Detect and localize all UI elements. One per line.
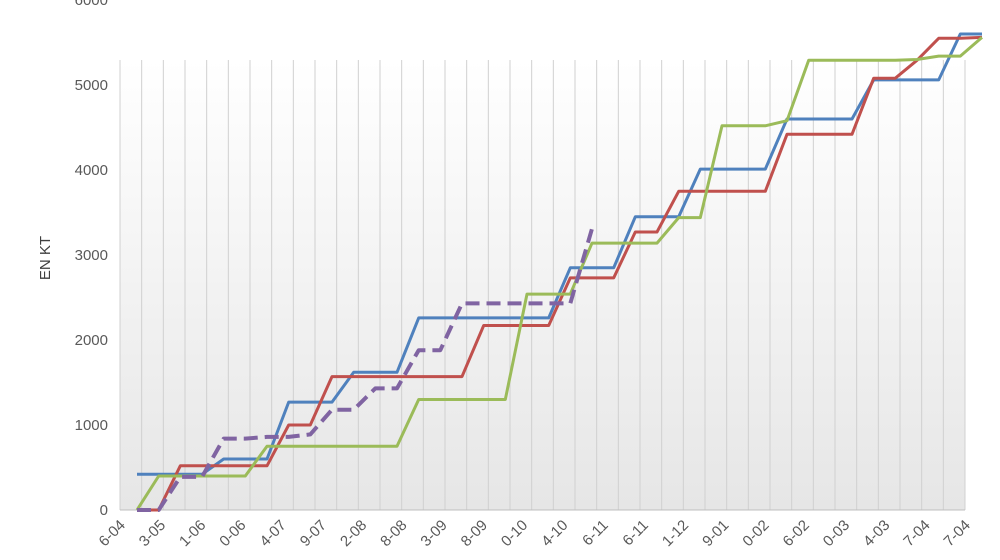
- x-tick-label: 6-11: [579, 517, 611, 549]
- y-axis: 0 1000 2000 3000 4000 5000 6000: [75, 0, 108, 519]
- x-tick-label: 3-09: [417, 517, 450, 550]
- x-tick-label: 8-09: [458, 517, 491, 550]
- x-tick-label: 0-10: [498, 517, 531, 550]
- x-tick-label: 8-08: [377, 517, 410, 550]
- x-tick-label: 0-06: [216, 517, 249, 550]
- y-tick-label: 0: [100, 502, 108, 519]
- series-line-4: [137, 228, 594, 512]
- series-line-3: [135, 36, 983, 511]
- x-tick-label: 1-06: [176, 517, 209, 550]
- x-tick-label: 4-10: [538, 517, 571, 550]
- y-axis-title: EN KT: [37, 236, 54, 280]
- x-tick-label: 6-11: [619, 517, 651, 549]
- plot-background: [120, 60, 965, 510]
- x-tick-label: 4-03: [860, 517, 893, 550]
- x-tick-label: 2-08: [337, 517, 370, 550]
- x-tick-label: 6-04: [96, 517, 129, 550]
- x-tick-label: 9-07: [297, 517, 330, 550]
- x-tick-label: 6-02: [780, 517, 813, 550]
- x-tick-label: 9-01: [699, 517, 732, 550]
- x-tick-label: 0-03: [820, 517, 853, 550]
- y-tick-label: 2000: [75, 332, 108, 349]
- x-axis: 6-04 3-05 1-06 0-06 4-07 9-07 2-08 8-08 3-09 8-09…: [96, 509, 974, 550]
- y-tick-label: 1000: [75, 417, 108, 434]
- x-tick-label: 7-04: [900, 517, 933, 550]
- x-tick-label: 3-05: [136, 517, 169, 550]
- x-tick-label: 4-07: [257, 517, 290, 550]
- x-tick-label: 1-12: [659, 517, 692, 550]
- y-tick-label: 4000: [75, 162, 108, 179]
- y-tick-label: 6000: [75, 0, 108, 9]
- y-tick-label: 5000: [75, 77, 108, 94]
- x-tick-label: 0-02: [739, 517, 772, 550]
- y-tick-label: 3000: [75, 247, 108, 264]
- x-tick-label: 7-04: [941, 517, 974, 550]
- series-lines: [135, 32, 983, 512]
